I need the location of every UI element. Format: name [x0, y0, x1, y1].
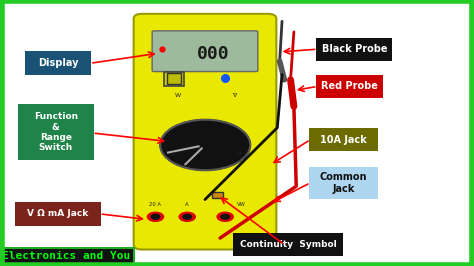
- Text: Electronics and You: Electronics and You: [2, 251, 131, 261]
- Text: V: V: [237, 152, 241, 157]
- Text: Common
Jack: Common Jack: [320, 172, 367, 194]
- Text: 10A Jack: 10A Jack: [320, 135, 367, 145]
- Text: Black Probe: Black Probe: [321, 44, 387, 54]
- FancyBboxPatch shape: [18, 104, 94, 160]
- FancyBboxPatch shape: [316, 75, 383, 98]
- Text: A: A: [171, 152, 175, 157]
- Text: W: W: [175, 93, 181, 98]
- Text: VW: VW: [237, 202, 246, 207]
- Circle shape: [147, 212, 164, 221]
- Text: Continuity  Symbol: Continuity Symbol: [239, 240, 337, 249]
- FancyBboxPatch shape: [316, 38, 392, 61]
- Text: V Ω mA Jack: V Ω mA Jack: [27, 209, 89, 218]
- FancyBboxPatch shape: [233, 233, 343, 256]
- Text: Function
&
Range
Switch: Function & Range Switch: [34, 112, 78, 152]
- Text: A: A: [185, 202, 189, 207]
- FancyBboxPatch shape: [167, 73, 181, 84]
- Text: 20 A: 20 A: [149, 202, 162, 207]
- Circle shape: [179, 212, 195, 221]
- FancyBboxPatch shape: [309, 167, 378, 199]
- Text: Red Probe: Red Probe: [321, 81, 378, 92]
- Circle shape: [217, 212, 233, 221]
- Circle shape: [183, 214, 191, 219]
- FancyBboxPatch shape: [152, 31, 258, 72]
- FancyBboxPatch shape: [134, 14, 276, 250]
- Text: Display: Display: [38, 58, 78, 68]
- FancyBboxPatch shape: [25, 51, 91, 75]
- FancyBboxPatch shape: [212, 192, 223, 198]
- FancyBboxPatch shape: [309, 128, 378, 151]
- Circle shape: [151, 214, 160, 219]
- FancyBboxPatch shape: [15, 202, 101, 226]
- FancyBboxPatch shape: [164, 72, 184, 86]
- Circle shape: [160, 120, 250, 170]
- Text: 000: 000: [197, 45, 229, 63]
- Circle shape: [221, 214, 229, 219]
- Text: V̅: V̅: [233, 93, 237, 98]
